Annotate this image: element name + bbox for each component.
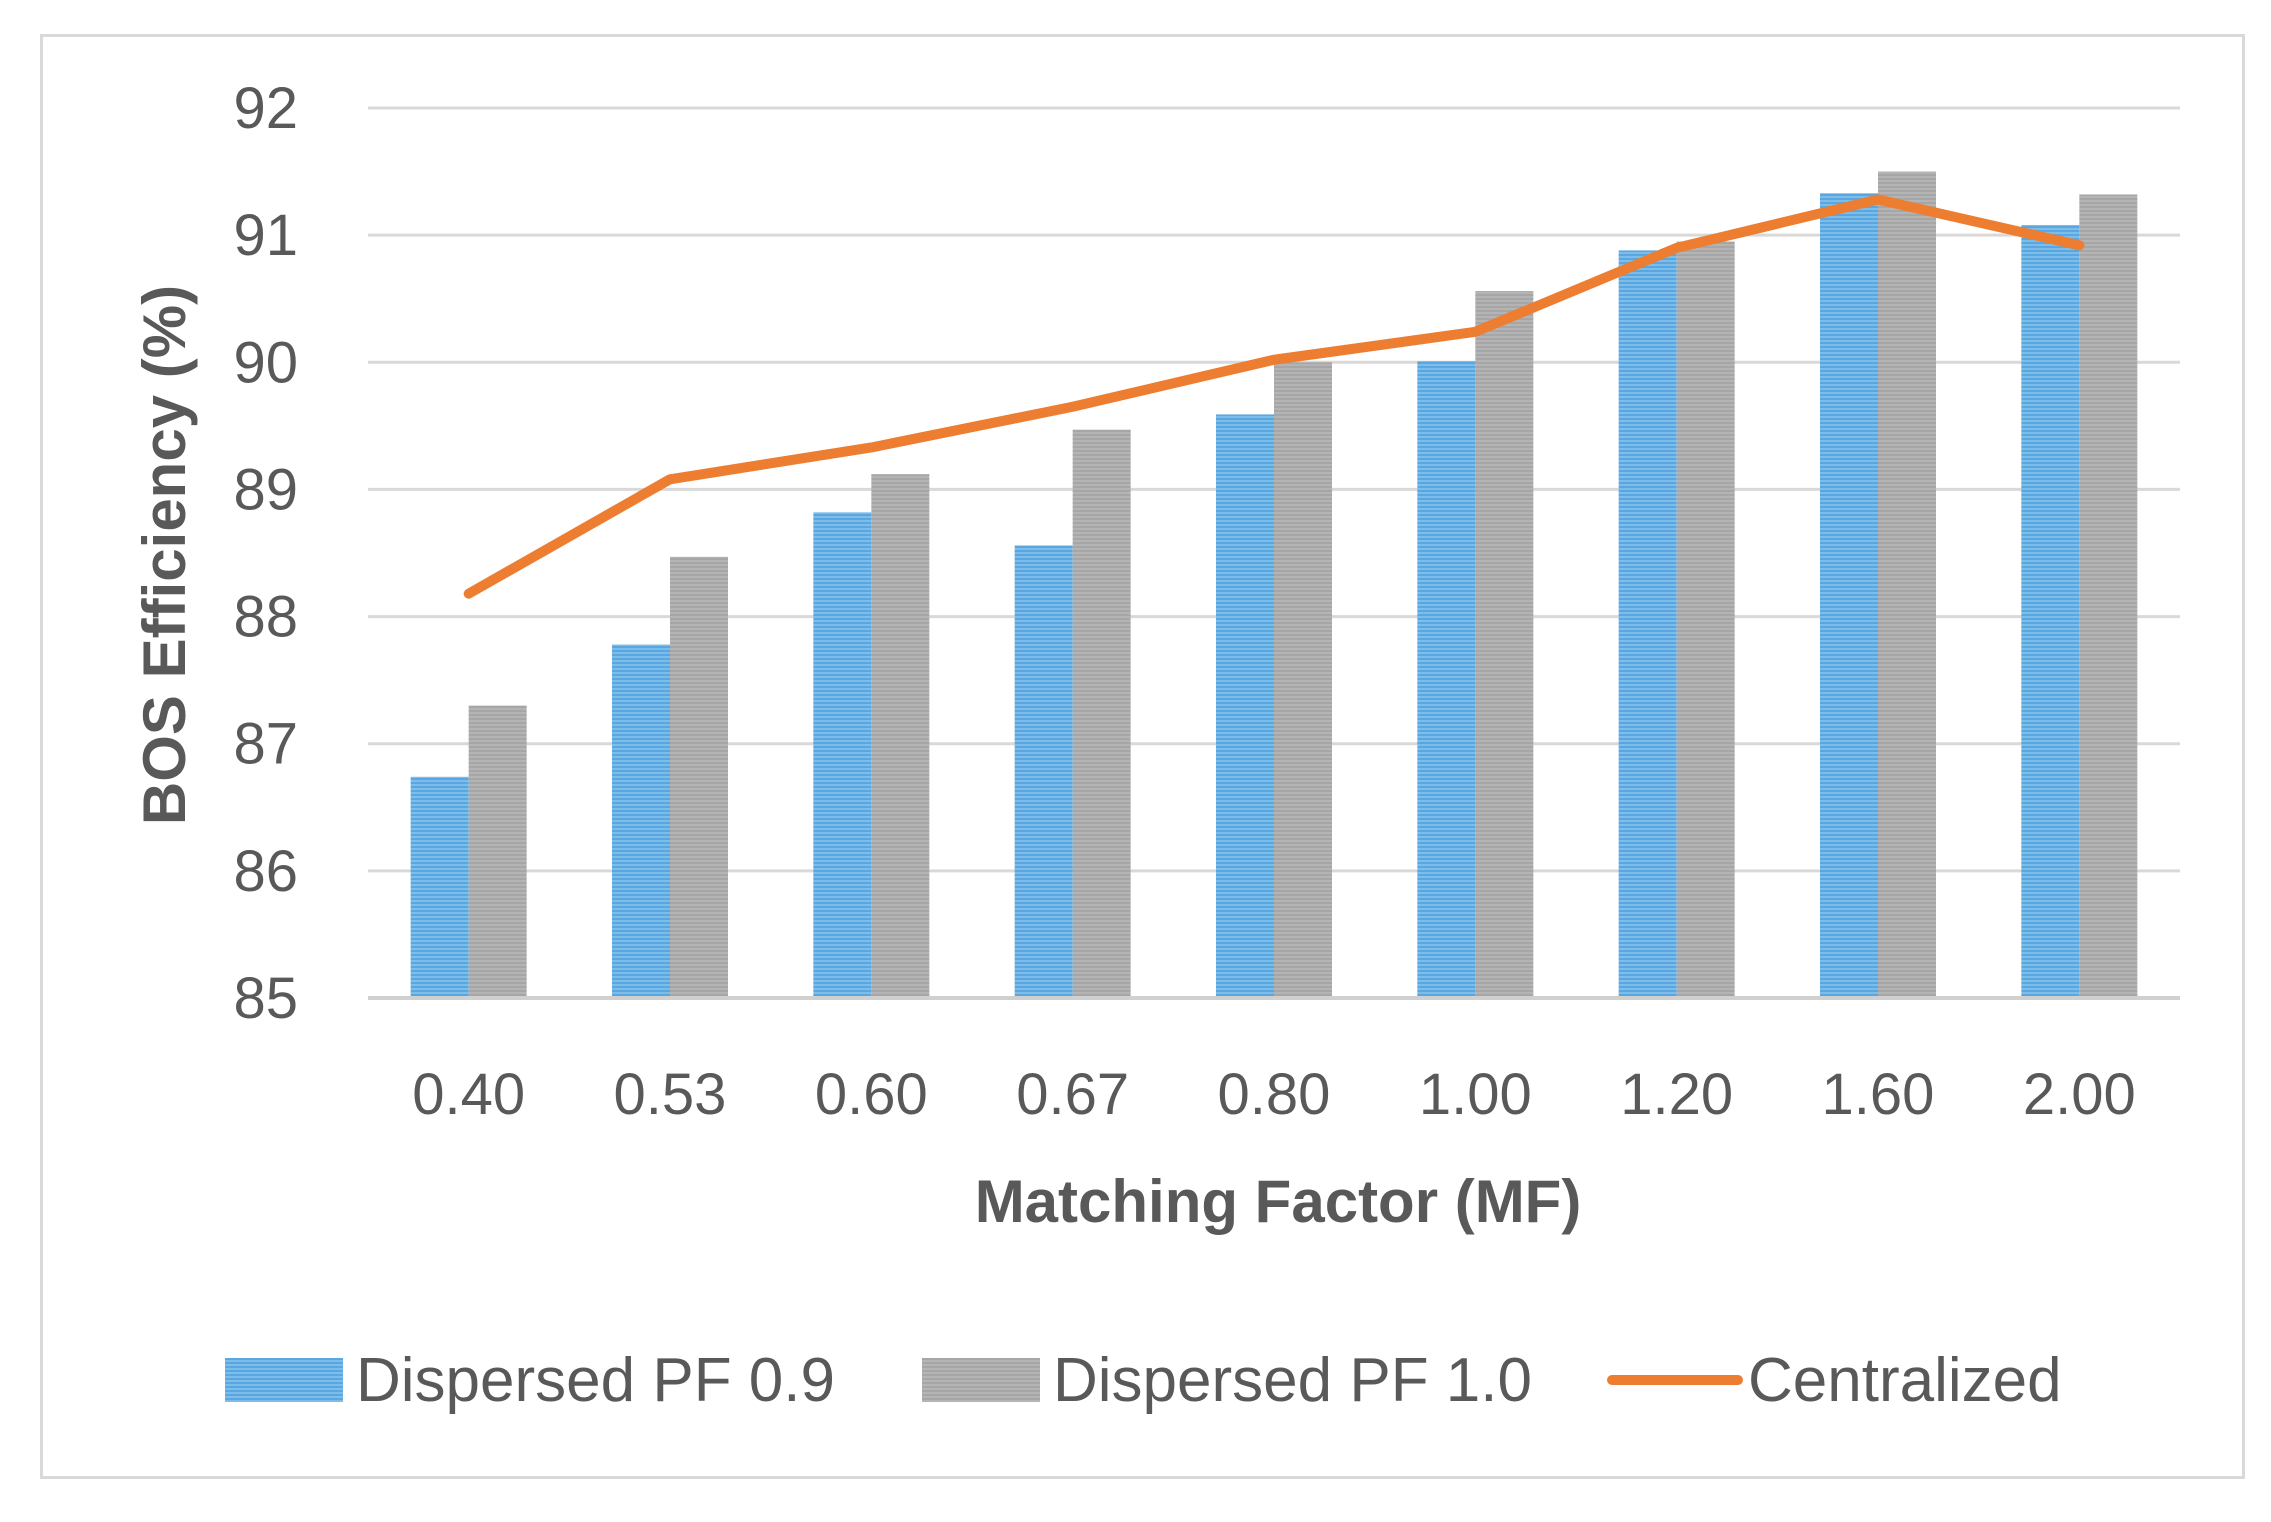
legend-swatch-dispersed-pf-1-0 <box>922 1358 1040 1402</box>
bar-dispersed-pf-1-0-0.53 <box>670 556 728 998</box>
bar-dispersed-pf-1-0-0.67 <box>1072 429 1131 999</box>
line-series-centralized <box>463 194 2085 599</box>
y-tick-label: 91 <box>233 203 298 268</box>
bar-dispersed-pf-1-0-0.80 <box>1274 362 1332 998</box>
bar-dispersed-pf-1-0-1.20 <box>1676 241 1735 998</box>
bar-dispersed-pf-0-9-1.20 <box>1618 250 1677 998</box>
x-axis-title: Matching Factor (MF) <box>975 1168 1582 1235</box>
legend: Dispersed PF 0.9 Dispersed PF 1.0 Centra… <box>225 1346 2062 1415</box>
y-tick-label: 88 <box>233 585 298 650</box>
legend-label-dispersed-pf-0-9: Dispersed PF 0.9 <box>356 1346 835 1415</box>
y-axis-ticks: 85 86 87 88 89 90 91 92 <box>233 76 298 1031</box>
x-axis-ticks: 0.40 0.53 0.60 0.67 0.80 1.00 1.20 1.60 2.00 <box>412 1062 2136 1127</box>
bar-dispersed-pf-1-0-1.00 <box>1475 291 1534 999</box>
x-tick-label: 0.60 <box>815 1062 928 1127</box>
x-tick-label: 0.40 <box>412 1062 525 1127</box>
x-tick-label: 1.20 <box>1620 1062 1733 1127</box>
bar-dispersed-pf-0-9-1.60 <box>1820 193 1878 998</box>
y-axis-title: BOS Efficiency (%) <box>131 285 198 825</box>
y-tick-label: 90 <box>233 330 298 395</box>
bar-dispersed-pf-1-0-2.00 <box>2079 194 2138 998</box>
bar-dispersed-pf-1-0-0.40 <box>468 705 527 998</box>
x-tick-label: 0.67 <box>1016 1062 1129 1127</box>
y-tick-label: 86 <box>233 839 298 904</box>
bars <box>410 171 2138 999</box>
legend-label-dispersed-pf-1-0: Dispersed PF 1.0 <box>1053 1346 1532 1415</box>
centralized-line <box>463 194 2085 599</box>
legend-label-centralized: Centralized <box>1748 1346 2062 1415</box>
y-tick-label: 92 <box>233 76 298 141</box>
bar-dispersed-pf-1-0-1.60 <box>1878 171 1936 999</box>
bar-dispersed-pf-0-9-0.67 <box>1014 545 1073 998</box>
x-tick-label: 0.80 <box>1218 1062 1331 1127</box>
bar-dispersed-pf-0-9-0.60 <box>813 512 872 998</box>
bar-dispersed-pf-0-9-2.00 <box>2021 224 2080 998</box>
bar-dispersed-pf-0-9-0.80 <box>1216 414 1274 998</box>
y-tick-label: 89 <box>233 457 298 522</box>
y-tick-label: 87 <box>233 712 298 777</box>
x-tick-label: 1.00 <box>1419 1062 1532 1127</box>
x-tick-label: 0.53 <box>614 1062 727 1127</box>
legend-swatch-dispersed-pf-0-9 <box>225 1358 343 1402</box>
x-tick-label: 2.00 <box>2023 1062 2136 1127</box>
bar-dispersed-pf-1-0-0.60 <box>871 474 930 999</box>
x-tick-label: 1.60 <box>1822 1062 1935 1127</box>
y-tick-label: 85 <box>233 966 298 1031</box>
bar-dispersed-pf-0-9-1.00 <box>1417 361 1476 998</box>
bar-dispersed-pf-0-9-0.40 <box>410 776 469 998</box>
bar-dispersed-pf-0-9-0.53 <box>612 644 670 998</box>
